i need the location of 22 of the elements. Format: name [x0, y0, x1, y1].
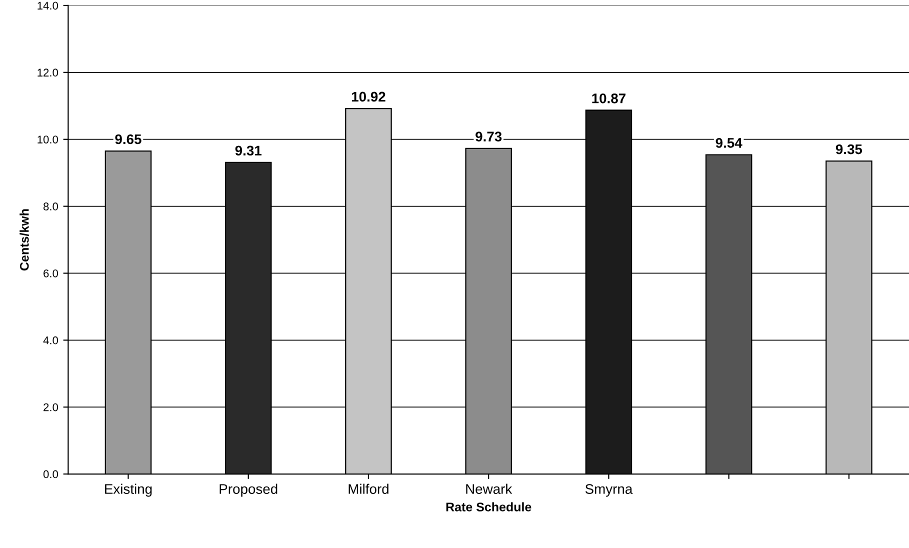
data-label: 10.87 — [592, 93, 626, 104]
y-tick-label: 8.0 — [43, 202, 58, 210]
x-tick-label: Milford — [348, 484, 388, 494]
data-label: 9.73 — [476, 132, 502, 142]
data-label: 9.35 — [836, 144, 862, 154]
y-tick-label: 6.0 — [44, 269, 58, 278]
data-label: 9.31 — [235, 146, 262, 156]
x-axis-title: Rate Schedule — [446, 502, 532, 512]
y-tick-label: 10.0 — [38, 136, 58, 144]
y-tick-label: 2.0 — [44, 403, 58, 412]
y-tick-label: 12.0 — [38, 68, 58, 77]
x-tick-label: Smyrna — [585, 484, 633, 497]
y-tick-label: 14.0 — [38, 2, 58, 10]
x-tick-label: Newark — [466, 484, 512, 494]
data-label: 9.54 — [716, 138, 742, 148]
data-label: 10.92 — [352, 92, 386, 102]
x-tick-label: Existing — [105, 484, 152, 497]
y-tick-label: 4.0 — [43, 336, 58, 344]
x-tick-label: Proposed — [220, 484, 278, 497]
y-axis-title: Cents/kwh — [20, 209, 29, 270]
y-tick-label: 0.0 — [43, 470, 58, 478]
data-label: 9.65 — [115, 134, 142, 144]
